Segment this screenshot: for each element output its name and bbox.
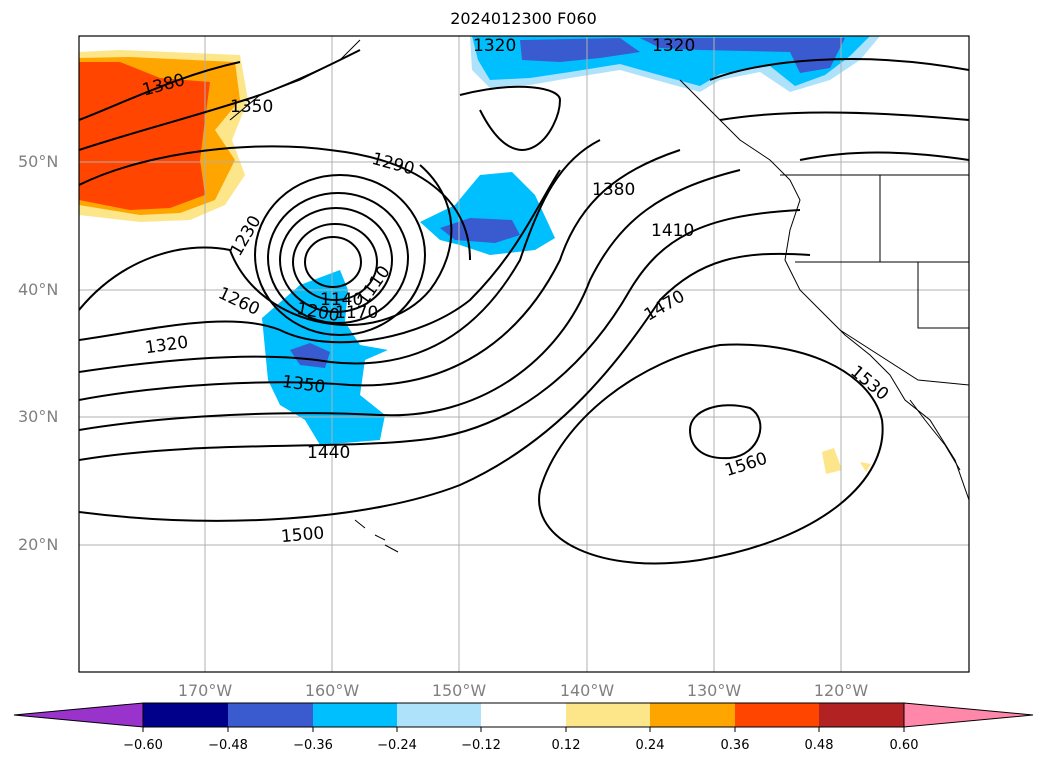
lon-label-120w: 120°W bbox=[813, 681, 869, 700]
coastlines bbox=[229, 39, 969, 553]
lat-label-20n: 20°N bbox=[18, 535, 59, 554]
colorbar-tick-label: 0.36 bbox=[720, 738, 750, 753]
contour-label: 1500 bbox=[280, 523, 325, 547]
colorbar-swatch bbox=[735, 703, 819, 727]
contour-label: 1410 bbox=[651, 221, 694, 241]
colorbar-swatch bbox=[143, 703, 228, 727]
positive-anomaly-small bbox=[822, 448, 871, 474]
lon-label-130w: 130°W bbox=[686, 681, 742, 700]
colorbar-swatch bbox=[397, 703, 481, 727]
colorbar-swatch bbox=[481, 703, 566, 727]
colorbar-high-extend bbox=[903, 702, 1034, 728]
contour-label: 1350 bbox=[230, 97, 273, 117]
contour-label: 1440 bbox=[307, 443, 350, 463]
colorbar-tick-label: −0.24 bbox=[377, 738, 417, 753]
positive-anomaly-nw bbox=[79, 50, 248, 222]
lat-label-30n: 30°N bbox=[18, 407, 59, 426]
colorbar-tick-label: −0.48 bbox=[208, 738, 248, 753]
height-contours bbox=[79, 49, 969, 565]
colorbar-swatch bbox=[313, 703, 397, 727]
colorbar-tick-label: 0.24 bbox=[635, 738, 665, 753]
colorbar-swatch bbox=[566, 703, 650, 727]
lon-label-140w: 140°W bbox=[559, 681, 615, 700]
colorbar-tick-label: 0.12 bbox=[551, 738, 581, 753]
colorbar-swatch bbox=[650, 703, 735, 727]
colorbar-tick-label: 0.60 bbox=[889, 738, 919, 753]
contour-label: 1320 bbox=[652, 36, 695, 56]
contour-label: 1140 bbox=[320, 290, 363, 310]
colorbar-tick-label: −0.60 bbox=[123, 738, 163, 753]
colorbar-tick-label: −0.36 bbox=[293, 738, 333, 753]
lat-label-40n: 40°N bbox=[18, 280, 59, 299]
colorbar-tick-label: 0.48 bbox=[804, 738, 834, 753]
colorbar-low-extend bbox=[13, 702, 144, 728]
contour-label: 1320 bbox=[473, 36, 516, 56]
colorbar-tick-label: −0.12 bbox=[461, 738, 501, 753]
colorbar bbox=[13, 702, 1034, 732]
graticule bbox=[79, 36, 969, 672]
contour-label: 1170 bbox=[335, 303, 378, 323]
negative-anomaly-north bbox=[470, 36, 880, 92]
colorbar-swatch bbox=[228, 703, 313, 727]
map-title: 2024012300 F060 bbox=[450, 9, 597, 28]
lat-label-50n: 50°N bbox=[18, 152, 59, 171]
lon-label-150w: 150°W bbox=[431, 681, 487, 700]
lon-label-160w: 160°W bbox=[304, 681, 360, 700]
colorbar-swatch bbox=[819, 703, 904, 727]
lon-label-170w: 170°W bbox=[177, 681, 233, 700]
contour-label: 1380 bbox=[592, 180, 635, 200]
